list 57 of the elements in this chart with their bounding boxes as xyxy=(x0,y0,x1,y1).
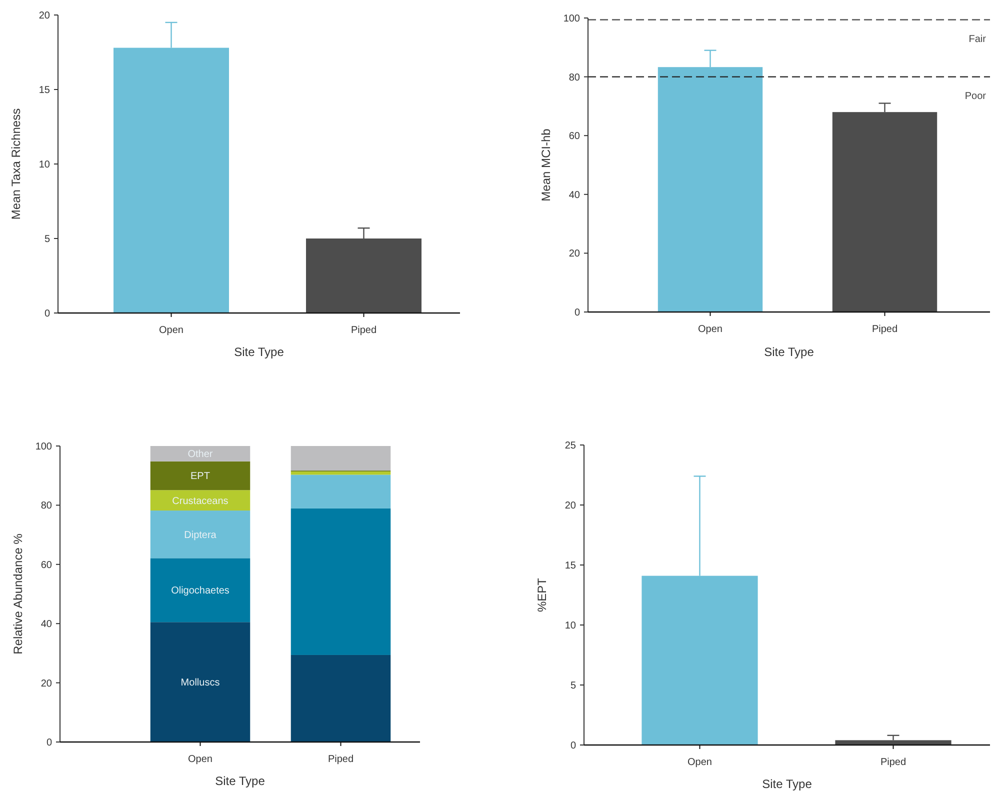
y-tick-label: 0 xyxy=(44,308,50,320)
y-tick-label: 80 xyxy=(40,500,52,512)
series-label: Diptera xyxy=(184,530,217,541)
y-tick-label: 10 xyxy=(564,620,576,632)
y-tick-label: 100 xyxy=(563,14,580,24)
x-tick-label: Open xyxy=(688,757,712,768)
x-tick-label: Piped xyxy=(328,754,354,765)
x-tick-label: Piped xyxy=(872,324,898,335)
x-tick-label: Open xyxy=(188,754,212,765)
bar xyxy=(150,446,250,462)
y-axis-title: Mean MCI-hb xyxy=(539,128,553,202)
y-tick-label: 0 xyxy=(46,738,52,748)
y-tick-label: 0 xyxy=(574,308,580,318)
x-axis-title: Site Type xyxy=(234,345,284,359)
series-label: Oligochaetes xyxy=(171,586,230,597)
x-axis-title: Site Type xyxy=(764,345,814,359)
series-label: Crustaceans xyxy=(172,496,228,507)
y-tick-label: 80 xyxy=(568,72,580,84)
bar xyxy=(150,461,250,490)
y-axis-title: Mean Taxa Richness xyxy=(9,108,23,220)
bar xyxy=(290,474,391,508)
y-tick-label: 100 xyxy=(35,442,52,452)
bar xyxy=(150,510,250,558)
bar xyxy=(290,654,391,742)
bar xyxy=(150,622,250,742)
bar xyxy=(290,446,391,471)
y-tick-label: 40 xyxy=(40,619,52,630)
y-tick-label: 20 xyxy=(38,10,50,22)
x-tick-label: Open xyxy=(159,325,184,336)
y-tick-label: 15 xyxy=(564,560,576,572)
x-tick-label: Piped xyxy=(350,325,377,336)
series-label: Molluscs xyxy=(180,678,220,689)
annotation: Fair xyxy=(968,34,987,45)
bar xyxy=(290,508,391,655)
series-label: EPT xyxy=(190,471,210,482)
y-axis-title: Relative Abundance % xyxy=(11,533,25,654)
x-tick-label: Open xyxy=(698,324,722,335)
annotation: Poor xyxy=(964,90,987,102)
y-tick-label: 20 xyxy=(40,678,52,690)
y-tick-label: 10 xyxy=(38,160,50,170)
y-tick-label: 5 xyxy=(44,234,50,245)
y-tick-label: 5 xyxy=(570,680,576,692)
y-tick-label: 40 xyxy=(568,190,580,201)
x-axis-title: Site Type xyxy=(215,774,266,788)
y-tick-label: 20 xyxy=(564,500,576,512)
y-tick-label: 60 xyxy=(568,131,580,142)
bar xyxy=(290,471,391,475)
y-axis-title: %EPT xyxy=(535,577,549,612)
y-tick-label: 15 xyxy=(38,85,50,96)
y-tick-label: 20 xyxy=(568,248,580,260)
y-tick-label: 25 xyxy=(564,440,576,452)
bar xyxy=(150,490,250,511)
x-tick-label: Piped xyxy=(880,757,906,768)
y-tick-label: 0 xyxy=(570,740,576,752)
y-tick-label: 60 xyxy=(40,560,52,571)
x-axis-title: Site Type xyxy=(762,777,812,791)
bar xyxy=(150,558,250,622)
